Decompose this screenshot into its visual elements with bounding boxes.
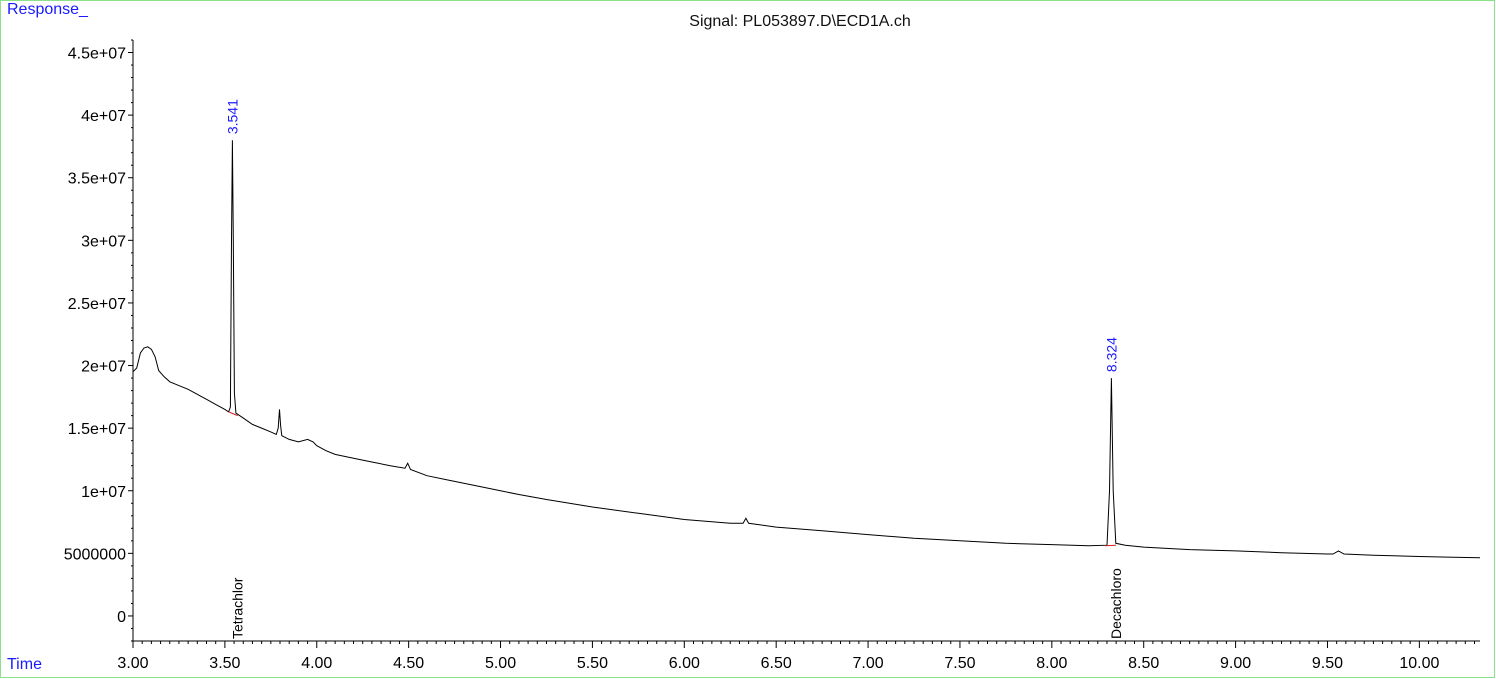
x-tick-label: 4.00 bbox=[301, 655, 332, 672]
y-tick-label: 3.5e+07 bbox=[68, 171, 126, 188]
y-tick-label: 2.5e+07 bbox=[68, 296, 126, 313]
y-axis-label: Response_ bbox=[7, 1, 88, 18]
compound-label: Decachloro bbox=[1108, 568, 1124, 639]
peak-label: 8.324 bbox=[1103, 337, 1119, 372]
y-tick-label: 1e+07 bbox=[81, 484, 126, 501]
y-tick-label: 3e+07 bbox=[81, 233, 126, 250]
y-tick-label: 0 bbox=[117, 609, 126, 626]
x-tick-label: 8.00 bbox=[1036, 655, 1067, 672]
x-tick-label: 4.50 bbox=[393, 655, 424, 672]
integration-baseline bbox=[228, 411, 238, 417]
compound-label: Tetrachlor bbox=[230, 577, 246, 639]
x-tick-label: 6.50 bbox=[761, 655, 792, 672]
signal-trace bbox=[132, 140, 1481, 559]
x-tick-label: 5.00 bbox=[485, 655, 516, 672]
x-tick-label: 8.50 bbox=[1128, 655, 1159, 672]
y-tick-label: 4e+07 bbox=[81, 108, 126, 125]
x-tick-label: 6.00 bbox=[669, 655, 700, 672]
x-tick-label: 3.50 bbox=[209, 655, 240, 672]
x-tick-label: 3.00 bbox=[117, 655, 148, 672]
x-tick-label: 9.00 bbox=[1220, 655, 1251, 672]
peak-label: 3.541 bbox=[224, 99, 240, 134]
y-tick-label: 5000000 bbox=[64, 546, 126, 563]
y-tick-label: 1.5e+07 bbox=[68, 421, 126, 438]
x-tick-label: 10.00 bbox=[1399, 655, 1439, 672]
chart-title: Signal: PL053897.D\ECD1A.ch bbox=[689, 13, 911, 30]
x-tick-label: 5.50 bbox=[577, 655, 608, 672]
y-tick-label: 4.5e+07 bbox=[68, 46, 126, 63]
y-tick-label: 2e+07 bbox=[81, 359, 126, 376]
x-tick-label: 7.50 bbox=[944, 655, 975, 672]
x-tick-label: 7.00 bbox=[852, 655, 883, 672]
integration-baseline bbox=[1105, 544, 1117, 547]
x-tick-label: 9.50 bbox=[1312, 655, 1343, 672]
x-axis-label: Time bbox=[7, 656, 42, 673]
